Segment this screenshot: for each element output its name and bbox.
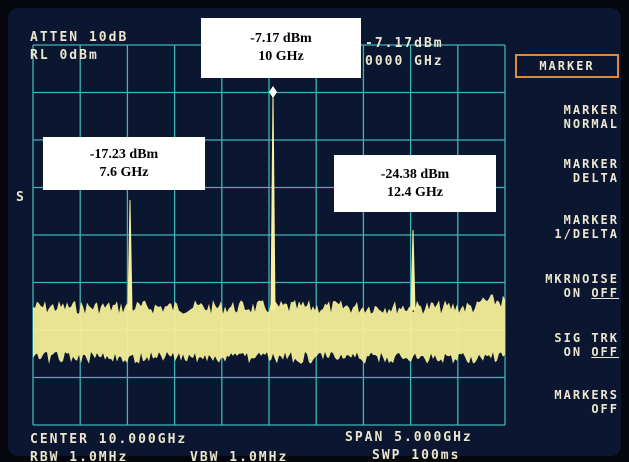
softkey-line: OFF <box>554 402 619 416</box>
sweep: SWP 100ms <box>372 448 460 462</box>
atten: ATTEN 10dB <box>30 30 128 45</box>
softkey-state: ON OFF <box>545 286 619 300</box>
marker-freq: 0000 GHz <box>365 54 444 69</box>
freq: 10 GHz <box>201 48 361 66</box>
peak <box>271 92 275 310</box>
softkey-line: MARKER <box>554 213 619 227</box>
annotation: -7.17 dBm 10 GHz <box>201 18 361 78</box>
menu-title: MARKER <box>515 54 619 78</box>
center: CENTER 10.000GHz <box>30 432 187 447</box>
freq: 12.4 GHz <box>334 184 496 202</box>
span: SPAN 5.000GHz <box>345 430 473 445</box>
softkey-line: MARKER <box>564 103 619 117</box>
side-label: S <box>16 190 26 205</box>
marker-level: -7.17dBm <box>365 36 444 51</box>
level: -17.23 dBm <box>43 146 205 164</box>
ref-level: RL 0dBm <box>30 48 99 63</box>
softkey-state: ON OFF <box>554 345 619 359</box>
freq: 7.6 GHz <box>43 164 205 182</box>
peak <box>128 200 132 310</box>
screenshot: ATTEN 10dB RL 0dBm -7.17dBm 0000 GHz S -… <box>0 0 629 462</box>
softkey-line: SIG TRK <box>554 331 619 345</box>
annotation: -24.38 dBm 12.4 GHz <box>334 155 496 212</box>
level: -7.17 dBm <box>201 30 361 48</box>
state-off: OFF <box>591 286 619 300</box>
softkey-line: NORMAL <box>564 117 619 131</box>
softkey-line: MARKER <box>564 157 619 171</box>
state-off: OFF <box>591 345 619 359</box>
peak <box>411 230 415 310</box>
softkey-line: 1/DELTA <box>554 227 619 241</box>
state-on: ON <box>564 286 582 300</box>
softkey-line: MKRNOISE <box>545 272 619 286</box>
marker-diamond <box>269 86 277 98</box>
state-on: ON <box>564 345 582 359</box>
softkey-line: DELTA <box>564 171 619 185</box>
vbw: VBW 1.0MHz <box>190 450 288 462</box>
softkey-line: MARKERS <box>554 388 619 402</box>
annotation: -17.23 dBm 7.6 GHz <box>43 137 205 190</box>
level: -24.38 dBm <box>334 166 496 184</box>
rbw: RBW 1.0MHz <box>30 450 128 462</box>
